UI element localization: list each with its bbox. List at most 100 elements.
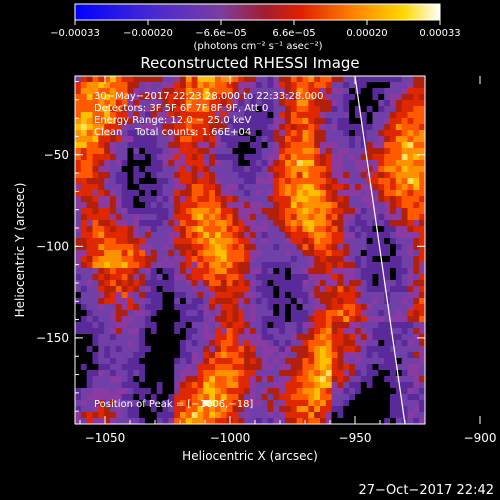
heatmap-cell	[273, 298, 280, 305]
heatmap-cell	[261, 244, 268, 251]
heatmap-cell	[162, 178, 169, 185]
heatmap-cell	[174, 376, 181, 383]
heatmap-cell	[226, 256, 233, 263]
heatmap-cell	[162, 328, 169, 335]
heatmap-cell	[215, 184, 222, 191]
heatmap-cell	[250, 334, 257, 341]
heatmap-cell	[121, 124, 128, 131]
heatmap-cell	[104, 190, 111, 197]
heatmap-cell	[372, 94, 379, 101]
heatmap-cell	[168, 118, 175, 125]
heatmap-cell	[226, 388, 233, 395]
heatmap-cell	[203, 220, 210, 227]
heatmap-cell	[349, 322, 356, 329]
heatmap-cell	[372, 286, 379, 293]
heatmap-cell	[407, 280, 414, 287]
heatmap-cell	[238, 268, 245, 275]
heatmap-cell	[185, 328, 193, 335]
heatmap-cell	[261, 196, 268, 203]
heatmap-cell	[395, 262, 403, 269]
heatmap-cell	[267, 160, 274, 167]
heatmap-cell	[250, 400, 257, 407]
heatmap-cell	[285, 394, 292, 401]
heatmap-cell	[226, 406, 233, 413]
heatmap-cell	[98, 370, 105, 377]
heatmap-cell	[121, 238, 128, 245]
heatmap-cell	[296, 256, 303, 263]
heatmap-cell	[366, 214, 373, 221]
heatmap-cell	[238, 106, 245, 113]
heatmap-cell	[121, 160, 128, 167]
heatmap-cell	[215, 220, 222, 227]
heatmap-cell	[139, 220, 146, 227]
heatmap-cell	[220, 82, 228, 89]
heatmap-cell	[302, 112, 309, 119]
colorbar	[74, 3, 441, 21]
heatmap-cell	[168, 256, 175, 263]
heatmap-cell	[378, 358, 385, 365]
heatmap-cell	[174, 280, 181, 287]
heatmap-cell	[139, 394, 146, 401]
heatmap-cell	[244, 382, 251, 389]
heatmap-cell	[407, 148, 414, 155]
heatmap-cell	[372, 400, 379, 407]
heatmap-cell	[360, 238, 368, 245]
heatmap-cell	[185, 94, 193, 101]
heatmap-cell	[325, 370, 333, 377]
heatmap-cell	[343, 238, 350, 245]
heatmap-cell	[98, 130, 105, 137]
heatmap-cell	[156, 406, 163, 413]
heatmap-cell	[390, 286, 397, 293]
heatmap-cell	[244, 394, 251, 401]
heatmap-cell	[302, 226, 309, 233]
heatmap-cell	[145, 280, 152, 287]
heatmap-cell	[209, 274, 216, 281]
heatmap-cell	[220, 274, 228, 281]
heatmap-cell	[279, 250, 286, 257]
heatmap-cell	[285, 166, 292, 173]
heatmap-cell	[162, 214, 169, 221]
heatmap-cell	[139, 136, 146, 143]
annotation-detectors: Detectors: 3F 5F 6F 7F 8F 9F, Att 0	[94, 103, 268, 114]
heatmap-cell	[419, 334, 425, 341]
heatmap-cell	[145, 310, 152, 317]
heatmap-cell	[156, 322, 163, 329]
heatmap-cell	[174, 112, 181, 119]
heatmap-cell	[127, 238, 134, 245]
heatmap-cell	[261, 334, 268, 341]
heatmap-cell	[238, 220, 245, 227]
heatmap-cell	[98, 172, 105, 179]
heatmap-cell	[139, 232, 146, 239]
heatmap-cell	[407, 286, 414, 293]
heatmap-cell	[145, 208, 152, 215]
heatmap-cell	[238, 316, 245, 323]
heatmap-cell	[115, 100, 123, 107]
heatmap-cell	[156, 298, 163, 305]
heatmap-cell	[343, 214, 350, 221]
heatmap-cell	[191, 160, 198, 167]
heatmap-cell	[296, 328, 303, 335]
heatmap-cell	[372, 232, 379, 239]
heatmap-cell	[156, 214, 163, 221]
heatmap-cell	[168, 262, 175, 269]
heatmap-cell	[413, 208, 420, 215]
heatmap-cell	[145, 106, 152, 113]
heatmap-cell	[220, 256, 228, 263]
heatmap-cell	[267, 118, 274, 125]
heatmap-cell	[180, 274, 187, 281]
heatmap-cell	[413, 172, 420, 179]
heatmap-cell	[331, 382, 338, 389]
heatmap-cell	[285, 316, 292, 323]
heatmap-cell	[180, 376, 187, 383]
heatmap-cell	[92, 142, 99, 149]
heatmap-cell	[384, 400, 391, 407]
heatmap-cell	[290, 412, 298, 419]
heatmap-cell	[203, 364, 210, 371]
heatmap-cell	[139, 328, 146, 335]
heatmap-cell	[349, 94, 356, 101]
heatmap-cell	[133, 208, 140, 215]
heatmap-cell	[127, 142, 134, 149]
heatmap-cell	[337, 304, 344, 311]
heatmap-cell	[314, 130, 321, 137]
heatmap-cell	[384, 88, 391, 95]
